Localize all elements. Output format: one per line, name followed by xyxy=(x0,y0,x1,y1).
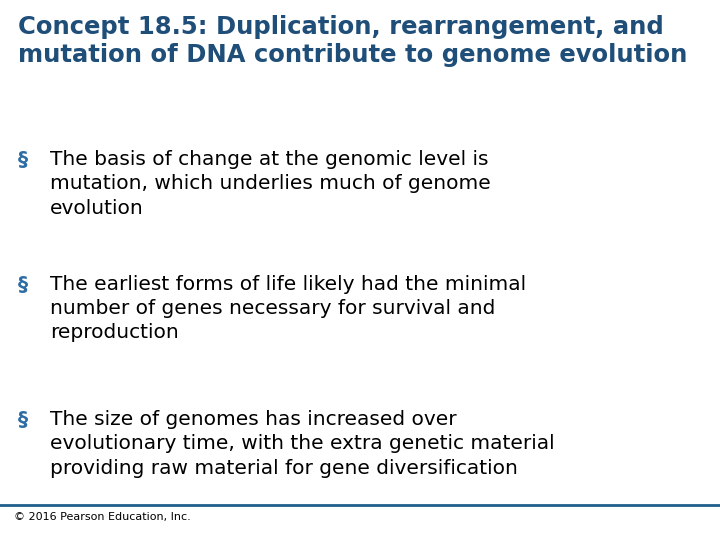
Text: © 2016 Pearson Education, Inc.: © 2016 Pearson Education, Inc. xyxy=(14,512,191,522)
Text: Concept 18.5: Duplication, rearrangement, and
mutation of DNA contribute to geno: Concept 18.5: Duplication, rearrangement… xyxy=(18,15,688,67)
Text: The size of genomes has increased over
evolutionary time, with the extra genetic: The size of genomes has increased over e… xyxy=(50,410,554,477)
Text: The earliest forms of life likely had the minimal
number of genes necessary for : The earliest forms of life likely had th… xyxy=(50,275,526,342)
Text: §: § xyxy=(18,150,28,169)
Text: §: § xyxy=(18,275,28,294)
Text: The basis of change at the genomic level is
mutation, which underlies much of ge: The basis of change at the genomic level… xyxy=(50,150,491,218)
Text: §: § xyxy=(18,410,28,429)
